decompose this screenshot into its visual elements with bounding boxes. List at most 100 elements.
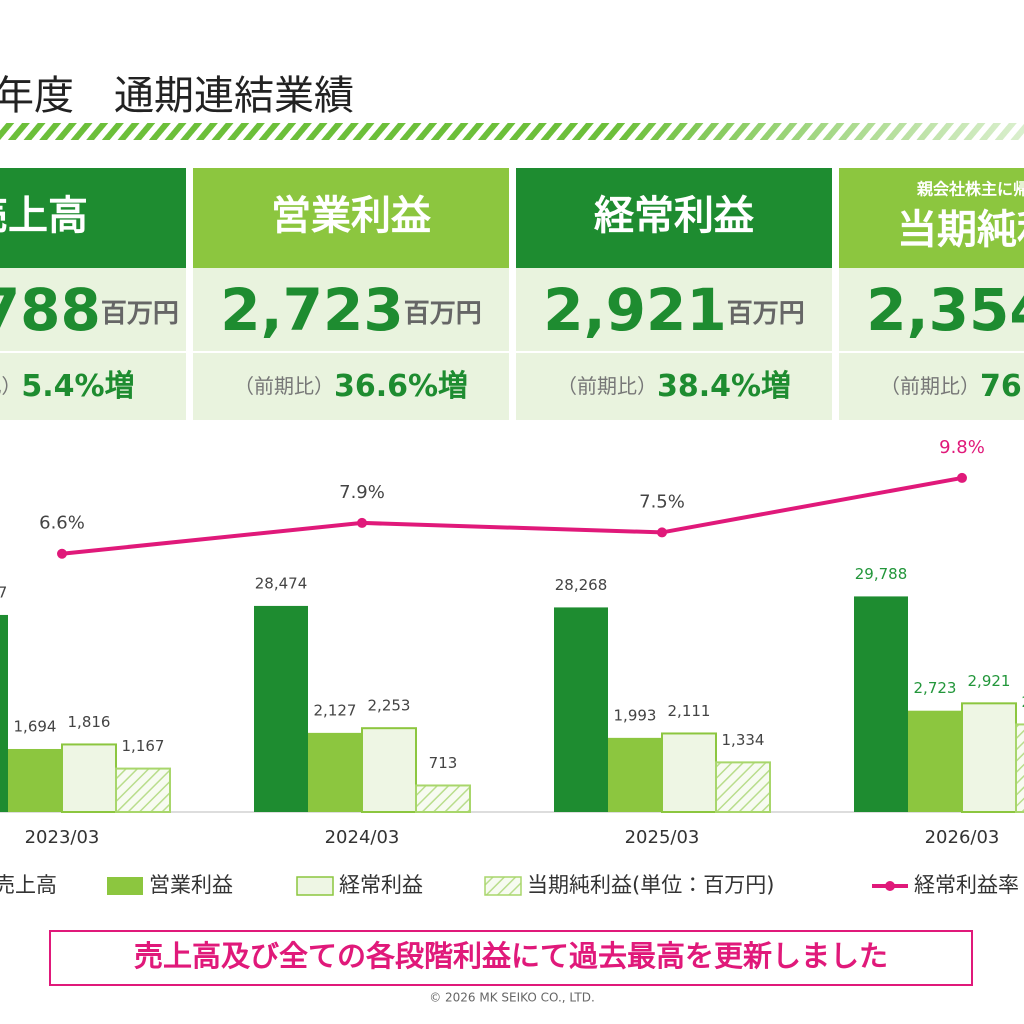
card-growth: 76.5%増: [980, 369, 1024, 404]
card-title: 売上高: [0, 193, 88, 239]
bar: [1015, 723, 1024, 814]
card-growth-line: （前期比）36.6%増: [234, 369, 468, 404]
data-label: 9.8%: [939, 437, 985, 458]
card-body: [839, 268, 1024, 420]
card-growth-line: （前期比）38.4%増: [557, 369, 791, 404]
legend-swatch: [296, 876, 334, 896]
card-unit: 百万円: [101, 299, 179, 329]
data-label: 2,723: [914, 679, 957, 697]
card-value-line: 2,723百万円: [220, 276, 481, 344]
x-tick-label: 2024/03: [325, 827, 400, 848]
line-point: [657, 527, 667, 538]
data-label: 2,127: [314, 701, 357, 719]
card-header: [839, 168, 1024, 268]
legend-label: 経常利益: [339, 873, 423, 897]
data-label: 29,788: [855, 565, 908, 583]
card-body: [0, 268, 186, 420]
bar: [61, 743, 117, 814]
banner-text: 売上高及び全ての各段階利益にて過去最高を更新しました: [134, 939, 888, 973]
card-header: [516, 168, 832, 268]
bar: [961, 702, 1017, 814]
data-label: 1,334: [722, 731, 765, 749]
kpi-cards: 売上高29,788百万円（前期比）5.4%増営業利益2,723百万円（前期比）3…: [0, 168, 1024, 420]
card-value-line: 2,921百万円: [543, 276, 804, 344]
chart: 27,227 28,474 28,268 29,788 1,694 2,127 1,993 2…: [0, 437, 1024, 897]
card-value: 2,921: [543, 276, 726, 344]
card-value-line: 29,788百万円: [0, 276, 179, 344]
bar: [908, 710, 962, 812]
line-point: [957, 472, 967, 483]
bar: [0, 614, 8, 812]
card-compare: （前期比）: [0, 374, 21, 398]
bar: [854, 596, 908, 812]
data-label: 1,694: [14, 717, 57, 735]
card-growth: 5.4%増: [21, 369, 134, 404]
data-label: 2,253: [368, 697, 411, 715]
bar: [554, 607, 608, 812]
card-title: 営業利益: [271, 193, 431, 239]
data-label: 2,111: [668, 702, 711, 720]
banner-box: [49, 930, 973, 986]
card-growth-line: （前期比）76.5%増: [880, 369, 1024, 404]
legend-dot: [885, 881, 895, 891]
card-growth-line: （前期比）5.4%増: [0, 369, 135, 404]
card-header: [0, 168, 186, 268]
card-unit: 百万円: [727, 299, 805, 329]
data-label: 27,227: [0, 583, 7, 601]
card-subtitle: 親会社株主に帰属する: [916, 180, 1024, 199]
card-value-line: 2,354百万円: [866, 276, 1024, 344]
card-body: [193, 268, 509, 420]
card-growth: 38.4%増: [657, 369, 791, 404]
bar: [608, 737, 662, 812]
bar: [254, 605, 308, 812]
card-value: 2,723: [220, 276, 403, 344]
data-label: 1,816: [68, 713, 111, 731]
card-value: 2,354: [866, 276, 1024, 344]
card-body: [516, 268, 832, 420]
legend-swatch: [107, 877, 143, 895]
legend-label: 営業利益: [149, 873, 233, 897]
card-compare: （前期比）: [557, 374, 657, 398]
line-point: [357, 517, 367, 528]
bar: [308, 732, 362, 812]
legend-label: 当期純利益(単位：百万円): [527, 873, 774, 897]
data-label: 7.9%: [339, 482, 385, 503]
title-stripe: [0, 123, 1024, 140]
legend-label: 売上高: [0, 873, 57, 897]
data-label: 28,474: [255, 574, 308, 592]
card-unit: 百万円: [404, 299, 482, 329]
bar: [715, 761, 771, 813]
legend-swatch: [484, 876, 522, 896]
bar: [361, 727, 417, 814]
data-label: 2,921: [968, 672, 1011, 690]
bar: [8, 748, 62, 812]
x-tick-label: 2026/03: [925, 827, 1000, 848]
data-label: 2,354: [1022, 693, 1024, 711]
data-label: 1,993: [614, 706, 657, 724]
x-tick-label: 2023/03: [25, 827, 100, 848]
bar: [415, 784, 471, 813]
card-compare: （前期比）: [880, 374, 980, 398]
card-title: 経常利益: [594, 193, 754, 239]
card-title: 当期純利益: [897, 207, 1024, 253]
data-label: 713: [429, 754, 458, 772]
card-compare: （前期比）: [234, 374, 334, 398]
x-tick-label: 2025/03: [625, 827, 700, 848]
footer: © 2026 MK SEIKO CO., LTD.: [429, 991, 595, 1005]
card-value: 29,788: [0, 276, 101, 344]
card-header: [193, 168, 509, 268]
bar: [115, 767, 171, 813]
card-growth: 36.6%増: [334, 369, 468, 404]
legend-label: 経常利益率: [914, 873, 1019, 897]
page-title: 年度 通期連結業績: [0, 73, 354, 119]
data-label: 7.5%: [639, 491, 685, 512]
data-label: 1,167: [122, 737, 165, 755]
bar: [661, 732, 717, 814]
line-point: [57, 548, 67, 559]
data-label: 6.6%: [39, 513, 85, 534]
data-label: 28,268: [555, 576, 608, 594]
line: [61, 475, 963, 556]
